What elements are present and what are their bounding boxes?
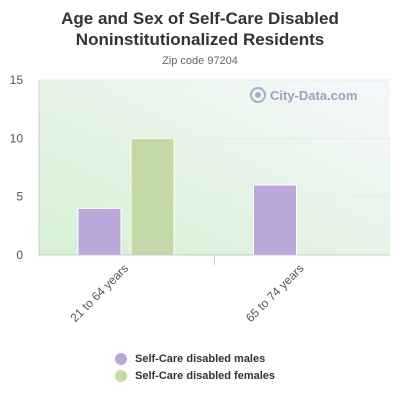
y-tick-label-10: 10 (10, 131, 24, 145)
y-tick-label-15: 15 (10, 73, 24, 87)
legend-swatch-females (115, 369, 127, 382)
legend-label-males: Self-Care disabled males (135, 352, 266, 365)
chart-subtitle: Zip code 97204 (162, 55, 238, 67)
y-tick-label-5: 5 (16, 190, 23, 204)
city-data-logo-icon (250, 87, 266, 103)
y-tick-label-0: 0 (16, 248, 23, 262)
bar-males-0 (77, 207, 122, 256)
legend-item-males: Self-Care disabled males (115, 350, 275, 367)
bar-males-1 (253, 184, 297, 256)
legend-label-females: Self-Care disabled females (135, 369, 276, 382)
bar-females-0 (130, 137, 175, 256)
x-tick-label-1: 65 to 74 years (243, 261, 307, 325)
x-tick-label-0: 21 to 64 years (67, 261, 131, 325)
watermark: City-Data.com (250, 87, 357, 103)
legend: Self-Care disabled males Self-Care disab… (115, 350, 275, 384)
legend-item-females: Self-Care disabled females (115, 367, 275, 384)
legend-swatch-males (115, 352, 127, 365)
chart-title: Age and Sex of Self-Care Disabled Nonins… (61, 9, 339, 49)
watermark-text: City-Data.com (270, 87, 358, 103)
